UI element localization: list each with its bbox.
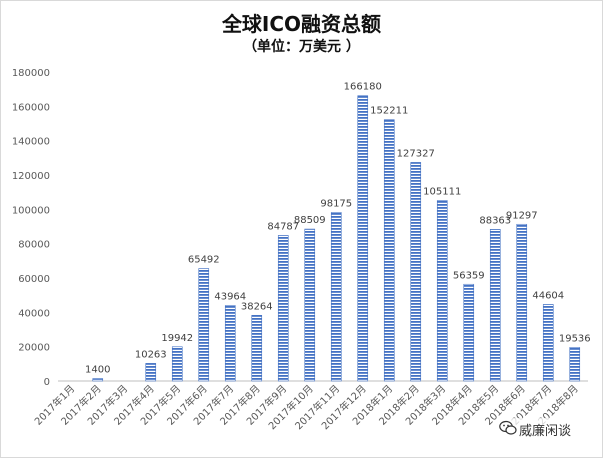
- watermark: 威廉闲谈: [495, 418, 599, 440]
- data-label: 98175: [320, 198, 352, 209]
- bar: [542, 304, 554, 382]
- bar: [251, 315, 263, 382]
- bar: [304, 228, 316, 382]
- y-tick-label: 160000: [12, 102, 50, 113]
- data-label: 19942: [161, 333, 193, 344]
- bar: [516, 223, 528, 382]
- bar: [410, 162, 422, 382]
- data-label: 127327: [397, 148, 435, 159]
- y-tick-label: 140000: [12, 137, 50, 148]
- y-tick-label: 0: [44, 377, 50, 388]
- y-tick-label: 20000: [18, 343, 50, 354]
- data-label: 65492: [188, 255, 220, 266]
- data-label: 84787: [267, 221, 299, 232]
- data-label: 56359: [453, 270, 485, 281]
- bars: [92, 95, 581, 382]
- bar: [569, 347, 581, 382]
- bar: [277, 235, 289, 382]
- data-label: 88509: [294, 215, 326, 226]
- bar: [145, 363, 157, 382]
- bar: [463, 283, 475, 382]
- bar: [330, 212, 342, 382]
- bar: [357, 95, 369, 382]
- data-label: 10263: [135, 349, 167, 360]
- y-tick-label: 100000: [12, 205, 50, 216]
- bar: [383, 119, 395, 382]
- data-label: 152211: [370, 106, 408, 117]
- y-tick-label: 120000: [12, 171, 50, 182]
- data-label: 166180: [344, 82, 382, 93]
- bar: [436, 200, 448, 382]
- bar: [92, 378, 104, 382]
- data-label: 38264: [241, 301, 273, 312]
- wechat-icon: [499, 420, 517, 435]
- bar: [198, 268, 210, 382]
- bar: [171, 346, 183, 382]
- y-tick-label: 80000: [18, 240, 50, 251]
- y-tick-label: 40000: [18, 308, 50, 319]
- data-label: 105111: [423, 187, 461, 198]
- data-label: 88363: [479, 215, 511, 226]
- chart-subtitle: （单位：万美元 ）: [243, 39, 360, 55]
- data-label: 43964: [214, 292, 246, 303]
- data-label: 91297: [506, 210, 538, 221]
- watermark-text: 威廉闲谈: [519, 424, 572, 439]
- y-tick-label: 180000: [12, 68, 50, 79]
- data-label: 19536: [559, 333, 591, 344]
- labels: 0 20000 40000 60000 80000 100000 120000 140000 1…: [12, 68, 591, 432]
- bar: [489, 229, 501, 382]
- bar: [224, 305, 236, 382]
- data-label: 1400: [85, 365, 110, 376]
- data-label: 44604: [532, 290, 564, 301]
- y-tick-label: 60000: [18, 274, 50, 285]
- chart-title: 全球ICO融资总额: [221, 12, 382, 36]
